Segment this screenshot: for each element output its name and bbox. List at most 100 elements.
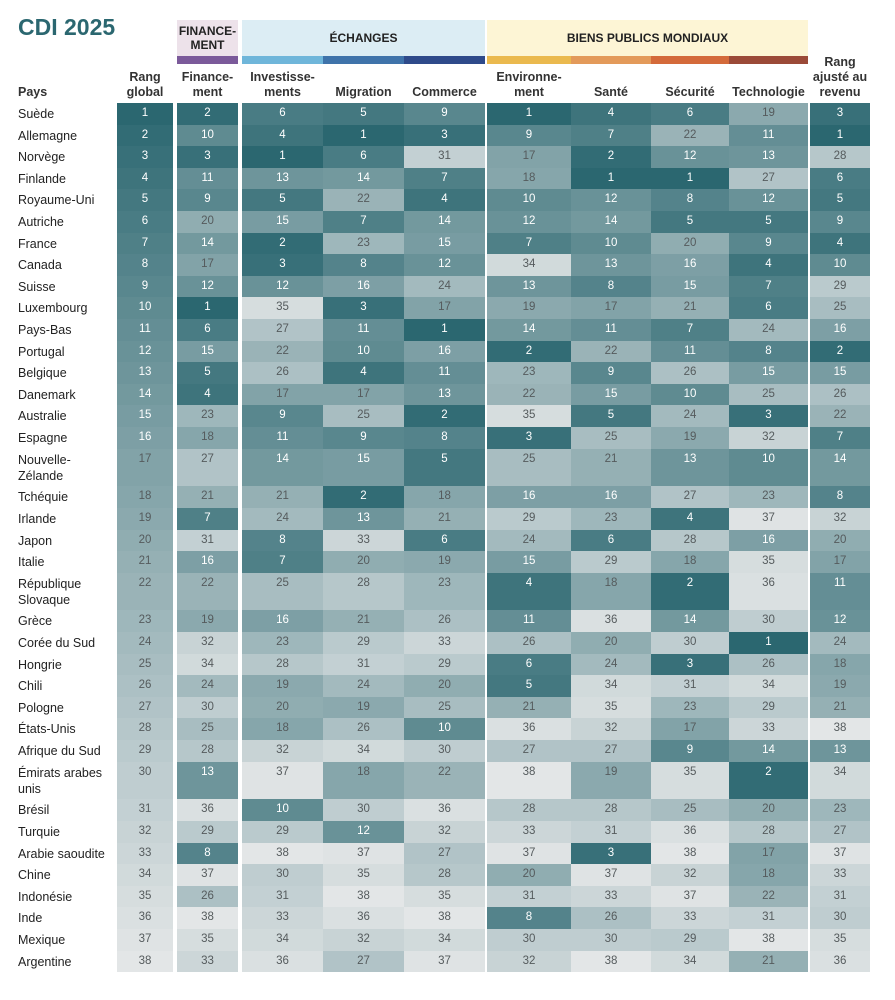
heatmap-cell: 9	[323, 427, 404, 449]
category-color-bar	[404, 56, 485, 64]
heatmap-cell: 10	[729, 448, 808, 487]
heatmap-cell: 21	[242, 486, 323, 509]
row-country: Australie	[18, 409, 67, 424]
heatmap-cell: 3	[323, 297, 404, 320]
heatmap-cell: 10	[323, 340, 404, 363]
heatmap-cell: 16	[729, 529, 808, 552]
heatmap-cell: 6	[177, 319, 238, 341]
heatmap-cell: 15	[651, 275, 729, 298]
heatmap-cell: 12	[651, 146, 729, 169]
heatmap-cell: 5	[487, 675, 571, 698]
row-country: Mexique	[18, 932, 66, 947]
heatmap-cell: 2	[177, 103, 238, 125]
heatmap-cell: 11	[810, 572, 870, 611]
heatmap-cell: 8	[487, 907, 571, 930]
row-country: Danemark	[18, 387, 76, 402]
heatmap-cell: 3	[487, 427, 571, 449]
heatmap-cell: 11	[177, 167, 238, 190]
heatmap-cell: 36	[117, 907, 173, 930]
row-country: Nouvelle- Zélande	[18, 452, 71, 483]
heatmap-cell: 18	[117, 486, 173, 509]
heatmap-cell: 26	[323, 718, 404, 741]
heatmap-cell: 22	[729, 885, 808, 908]
heatmap-cell: 30	[487, 928, 571, 951]
category-color-bar	[487, 56, 571, 64]
row-country: Corée du Sud	[18, 636, 96, 650]
heatmap-cell: 6	[487, 653, 571, 676]
heatmap-cell: 3	[571, 842, 651, 865]
heatmap-cell: 7	[117, 232, 173, 255]
heatmap-cell: 22	[117, 572, 173, 611]
heatmap-cell: 11	[487, 610, 571, 633]
heatmap-cell: 28	[729, 820, 808, 843]
heatmap-cell: 18	[729, 864, 808, 886]
column-header: Santé	[593, 85, 629, 99]
heatmap-cell: 30	[242, 864, 323, 886]
heatmap-cell: 23	[810, 799, 870, 822]
heatmap-cell: 31	[651, 675, 729, 698]
heatmap-cell: 18	[651, 551, 729, 573]
heatmap-cell: 29	[404, 653, 485, 676]
heatmap-cell: 21	[571, 448, 651, 487]
heatmap-cell: 34	[323, 740, 404, 762]
heatmap-cell: 15	[117, 405, 173, 428]
heatmap-cell: 4	[651, 507, 729, 530]
heatmap-cell: 28	[404, 864, 485, 886]
heatmap-cell: 17	[117, 448, 173, 487]
heatmap-cell: 16	[651, 254, 729, 277]
heatmap-cell: 35	[810, 928, 870, 951]
heatmap-cell: 31	[404, 146, 485, 169]
heatmap-cell: 15	[242, 211, 323, 233]
heatmap-cell: 20	[117, 529, 173, 552]
heatmap-cell: 28	[177, 740, 238, 762]
heatmap-cell: 17	[323, 383, 404, 406]
heatmap-cell: 28	[810, 146, 870, 169]
heatmap-cell: 6	[404, 529, 485, 552]
heatmap-cell: 35	[117, 885, 173, 908]
row-country: Royaume-Uni	[18, 193, 95, 208]
heatmap-cell: 32	[487, 950, 571, 973]
heatmap-cell: 11	[571, 319, 651, 341]
heatmap-cell: 34	[404, 928, 485, 951]
heatmap-cell: 38	[242, 842, 323, 865]
heatmap-cell: 5	[323, 103, 404, 125]
heatmap-cell: 21	[729, 950, 808, 973]
heatmap-cell: 33	[117, 842, 173, 865]
heatmap-cell: 24	[242, 507, 323, 530]
heatmap-cell: 6	[242, 103, 323, 125]
heatmap-cell: 29	[117, 740, 173, 762]
heatmap-cell: 2	[117, 124, 173, 147]
heatmap-cell: 12	[571, 189, 651, 212]
heatmap-cell: 33	[810, 864, 870, 886]
heatmap-cell: 12	[323, 820, 404, 843]
heatmap-cell: 23	[487, 362, 571, 385]
heatmap-cell: 19	[810, 675, 870, 698]
row-country: Inde	[18, 911, 43, 926]
heatmap-cell: 6	[323, 146, 404, 169]
heatmap-cell: 30	[323, 799, 404, 822]
heatmap-cell: 27	[729, 167, 808, 190]
heatmap-cell: 10	[117, 297, 173, 320]
heatmap-cell: 17	[404, 297, 485, 320]
heatmap-cell: 22	[810, 405, 870, 428]
heatmap-cell: 8	[651, 189, 729, 212]
heatmap-cell: 1	[323, 124, 404, 147]
row-country: Irlande	[18, 511, 57, 526]
group-financement: FINANCE- MENT	[177, 20, 238, 56]
heatmap-cell: 11	[651, 340, 729, 363]
heatmap-cell: 29	[323, 632, 404, 654]
heatmap-cell: 13	[651, 448, 729, 487]
heatmap-cell: 15	[404, 232, 485, 255]
heatmap-cell: 33	[404, 632, 485, 654]
column-header-pays: Pays	[18, 85, 48, 99]
heatmap-cell: 34	[571, 675, 651, 698]
heatmap-cell: 7	[242, 551, 323, 573]
heatmap-cell: 27	[177, 448, 238, 487]
heatmap-cell: 23	[571, 507, 651, 530]
heatmap-cell: 33	[651, 907, 729, 930]
heatmap-cell: 22	[242, 340, 323, 363]
heatmap-cell: 26	[177, 885, 238, 908]
heatmap-cell: 18	[571, 572, 651, 611]
heatmap-cell: 35	[242, 297, 323, 320]
